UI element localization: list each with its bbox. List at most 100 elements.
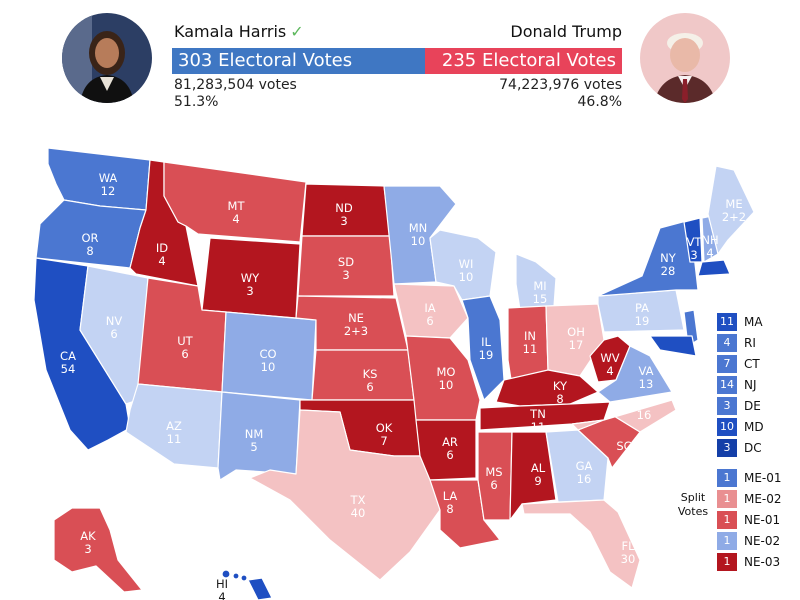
- state-ar: [415, 419, 477, 481]
- state-ev-ak: 3: [84, 542, 91, 556]
- harris-vote-count: 81,283,504 votes: [174, 77, 297, 93]
- harris-name: Kamala Harris ✓: [174, 22, 304, 41]
- state-label-wa: WA: [99, 171, 118, 185]
- small-state-label: DE: [744, 399, 761, 413]
- state-label-sc: SC: [616, 439, 631, 453]
- state-ev-nc: 16: [637, 408, 652, 422]
- state-mo: [405, 335, 481, 421]
- small-state-row: 7 CT: [717, 355, 760, 373]
- state-ev-al: 9: [534, 474, 541, 488]
- state-hi: [247, 577, 273, 600]
- split-vote-value: 1: [717, 511, 737, 529]
- state-ev-oh: 17: [569, 338, 584, 352]
- state-ev-me: 2+2: [722, 210, 746, 224]
- state-md: [649, 335, 697, 357]
- state-label-wv: WV: [600, 351, 619, 365]
- split-vote-label: NE-03: [744, 555, 781, 569]
- state-ev-ky: 8: [556, 392, 563, 406]
- state-label-tx: TX: [350, 493, 366, 507]
- trump-vote-count: 74,223,976 votes: [499, 77, 622, 93]
- state-ms: [477, 431, 513, 521]
- trump-avatar: [640, 13, 730, 103]
- state-label-ia: IA: [424, 301, 435, 315]
- small-state-row: 4 RI: [717, 334, 756, 352]
- split-vote-value: 1: [717, 469, 737, 487]
- state-label-nm: NM: [245, 427, 264, 441]
- state-label-ms: MS: [485, 465, 502, 479]
- state-ev-in: 11: [523, 342, 538, 356]
- state-ev-ok: 7: [380, 434, 387, 448]
- state-ev-ut: 6: [181, 347, 188, 361]
- state-ev-or: 8: [86, 244, 93, 258]
- state-label-ga: GA: [576, 459, 593, 473]
- split-vote-row: 1 NE-01: [717, 511, 780, 529]
- state-label-mi: MI: [533, 279, 546, 293]
- state-label-al: AL: [531, 461, 546, 475]
- state-ev-ks: 6: [366, 380, 373, 394]
- state-label-ks: KS: [363, 367, 378, 381]
- state-label-tn: TN: [529, 407, 546, 421]
- state-label-ak: AK: [80, 529, 96, 543]
- state-ev-ar: 6: [446, 448, 453, 462]
- state-ia: [393, 283, 469, 339]
- state-label-or: OR: [81, 231, 98, 245]
- state-label-ca: CA: [60, 349, 76, 363]
- state-ev-mt: 4: [232, 212, 239, 226]
- state-label-pa: PA: [635, 301, 649, 315]
- small-state-row: 14 NJ: [717, 376, 757, 394]
- state-label-ny: NY: [660, 251, 677, 265]
- harris-popular-vote: 81,283,504 votes 51.3%: [174, 77, 297, 111]
- state-label-vt: VT: [687, 235, 703, 249]
- small-state-label: RI: [744, 336, 756, 350]
- state-ev-sd: 3: [342, 268, 349, 282]
- split-vote-label: ME-01: [744, 471, 782, 485]
- trump-vote-pct: 46.8%: [577, 94, 622, 110]
- state-label-il: IL: [481, 335, 491, 349]
- state-ev-wy: 3: [246, 284, 253, 298]
- state-label-va: VA: [639, 364, 654, 378]
- small-state-value: 11: [717, 313, 737, 331]
- state-label-mo: MO: [437, 365, 456, 379]
- state-ny: [597, 219, 699, 297]
- state-va: [597, 345, 673, 403]
- split-vote-value: 1: [717, 490, 737, 508]
- state-ev-mo: 10: [439, 378, 454, 392]
- state-label-wi: WI: [459, 257, 474, 271]
- small-state-value: 3: [717, 397, 737, 415]
- trump-name: Donald Trump: [510, 22, 622, 41]
- small-state-label: MA: [744, 315, 763, 329]
- state-ma: [697, 259, 731, 277]
- state-label-in: IN: [524, 329, 536, 343]
- state-label-nc: NC: [636, 395, 653, 409]
- split-vote-row: 1 ME-02: [717, 490, 782, 508]
- split-vote-row: 1 NE-02: [717, 532, 780, 550]
- split-vote-label: NE-01: [744, 513, 781, 527]
- state-label-hi: HI: [216, 577, 228, 591]
- split-vote-row: 1 NE-03: [717, 553, 780, 571]
- small-state-value: 4: [717, 334, 737, 352]
- split-vote-row: 1 ME-01: [717, 469, 782, 487]
- state-ev-la: 8: [446, 502, 453, 516]
- harris-avatar: [62, 13, 152, 103]
- harris-electoral-votes: 303 Electoral Votes: [172, 48, 426, 74]
- small-state-row: 3 DE: [717, 397, 761, 415]
- state-label-sd: SD: [338, 255, 354, 269]
- state-ga: [545, 429, 609, 503]
- state-label-me: ME: [725, 197, 742, 211]
- state-label-wy: WY: [241, 271, 260, 285]
- state-ev-ms: 6: [490, 478, 497, 492]
- state-label-ok: OK: [376, 421, 393, 435]
- state-ev-wa: 12: [101, 184, 116, 198]
- state-label-la: LA: [443, 489, 458, 503]
- state-ev-mi: 15: [533, 292, 548, 306]
- state-il: [461, 295, 505, 401]
- small-state-label: NJ: [744, 378, 757, 392]
- state-label-nh: NH: [701, 233, 718, 247]
- state-label-oh: OH: [567, 325, 585, 339]
- winner-check-icon: ✓: [290, 22, 304, 41]
- state-ev-wi: 10: [459, 270, 474, 284]
- state-pa: [597, 289, 685, 333]
- small-state-row: 3 DC: [717, 439, 762, 457]
- split-vote-label: ME-02: [744, 492, 782, 506]
